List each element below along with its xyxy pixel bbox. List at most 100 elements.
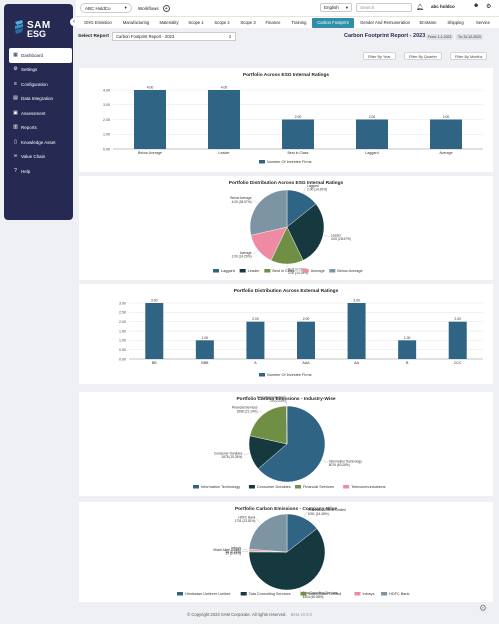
legend-label[interactable]: Hindustan Unilever Limited	[185, 592, 230, 596]
legend-label[interactable]: Number Of Investee Firms	[267, 373, 312, 377]
sidebar-item-dashboard[interactable]: ▦ Dashboard	[9, 48, 72, 63]
legend-label[interactable]: Best in Class	[272, 269, 294, 273]
brand-line1: SAM	[27, 20, 51, 31]
legend-label[interactable]: Laggard	[221, 269, 235, 273]
tab-materiality[interactable]: Materiality	[159, 20, 179, 25]
chevron-left-icon[interactable]: ‹	[70, 18, 78, 26]
report-select[interactable]: Carbon Footprint Report - 2023 ⇕	[112, 32, 236, 41]
filter-by-year-button[interactable]: Filter By Year	[363, 52, 396, 60]
tab-manufacturing[interactable]: Manufacturing	[122, 20, 150, 25]
bar[interactable]	[145, 303, 164, 359]
legend-label[interactable]: Average	[311, 269, 325, 273]
bar[interactable]	[347, 303, 366, 359]
legend-label[interactable]: Number Of Investee Firms	[267, 160, 312, 164]
sidebar-item-configuration[interactable]: ≡ Configuration	[9, 77, 72, 92]
pie-slice[interactable]	[286, 405, 288, 445]
user-name[interactable]: abc holdco	[431, 4, 455, 9]
legend-label[interactable]: Leader	[248, 269, 261, 273]
sidebar-item-settings[interactable]: ⚙ Settings	[9, 63, 72, 78]
pie-slice[interactable]	[249, 405, 288, 445]
bar[interactable]	[246, 321, 265, 359]
date-to-badge: To: 31-12-2023	[456, 34, 483, 40]
sidebar-item-knowledge-asset[interactable]: ▯ Knowledge Asset	[9, 135, 72, 150]
bar[interactable]	[282, 119, 314, 150]
bar[interactable]	[195, 340, 214, 359]
tab-gender-and-remuneration[interactable]: Gender And Remuneration	[360, 20, 410, 25]
legend-label[interactable]: HDFC Bank	[389, 592, 409, 596]
sidebar-item-label: Knowledge Asset	[21, 139, 56, 145]
x-tick-label: B	[406, 361, 409, 365]
report-bar: Select Report Carbon Footprint Report - …	[76, 31, 499, 44]
sidebar-item-data-integration[interactable]: ▤ Data Integration	[9, 92, 72, 107]
bar[interactable]	[134, 90, 166, 149]
slice-value: 29 (0.23%)	[270, 399, 286, 403]
sliders-icon: ≡	[14, 80, 17, 87]
bar[interactable]	[430, 119, 462, 150]
sidebar-item-value-chain[interactable]: ∞ Value Chain	[9, 150, 72, 165]
legend-label[interactable]: Consumer Durables	[257, 485, 291, 489]
slice-value: 1878 (15.35%)	[221, 455, 242, 459]
x-tick-label: AA	[354, 361, 359, 365]
search-input[interactable]: Search	[356, 3, 412, 12]
tab-shipping[interactable]: Shipping	[447, 20, 464, 25]
tab-scope-2[interactable]: Scope 2	[214, 20, 230, 25]
legend-label[interactable]: Below Average	[337, 269, 362, 273]
gear-icon[interactable]: ⚙	[486, 4, 492, 10]
legend-label[interactable]: Telecommunications	[351, 485, 385, 489]
legend-label[interactable]: Infosys	[362, 592, 374, 596]
company-selector[interactable]: ABC HoldCo ▾	[80, 3, 132, 13]
tab-finance[interactable]: Finance	[265, 20, 281, 25]
bell-icon[interactable]: 🔔︎	[416, 5, 424, 11]
bar[interactable]	[297, 321, 315, 359]
pie-slice[interactable]	[286, 203, 325, 261]
filter-by-months-button[interactable]: Filter By Months	[450, 52, 488, 60]
x-tick-label: Laggard	[365, 151, 378, 155]
data-label: 3.00	[353, 299, 360, 303]
pie-slice[interactable]	[249, 189, 288, 236]
support-icon[interactable]: ⚙	[478, 603, 488, 613]
user-icon[interactable]: ☻	[473, 3, 480, 9]
y-tick-label: 3.00	[119, 301, 126, 305]
slice-leader-line	[322, 460, 328, 463]
sidebar-item-reports[interactable]: ▥ Reports	[9, 121, 72, 136]
tab-scope-3[interactable]: Scope 3	[240, 20, 256, 25]
footer: © Copyright 2023 SAM Corporate. All righ…	[0, 612, 499, 617]
workflows-menu[interactable]: Workflows +	[138, 3, 170, 13]
tab-service[interactable]: Service	[476, 20, 490, 25]
chart-card-internal-ratings: Portfolio Across ESG Internal Ratings 0.…	[79, 68, 493, 172]
book-icon: ▯	[14, 138, 17, 145]
y-tick-label: 0.00	[119, 357, 126, 361]
tab-scope-1[interactable]: Scope 1	[188, 20, 204, 25]
sam-esg-logo[interactable]: SAM ESG	[14, 18, 54, 42]
chevron-down-icon: ▾	[124, 5, 127, 10]
slice-label: Telecommunications	[257, 396, 286, 400]
pie-slice[interactable]	[248, 528, 326, 591]
slice-label: Financial Services	[232, 406, 258, 410]
legend-label[interactable]: Financial Services	[303, 485, 334, 489]
pie-slice[interactable]	[248, 513, 288, 553]
language-select[interactable]: English ▾	[320, 3, 352, 12]
company-name: ABC HoldCo	[85, 5, 111, 11]
tab-training[interactable]: Training	[291, 20, 307, 25]
tab-emission[interactable]: Emission	[419, 20, 437, 25]
slice-leader-line	[252, 250, 258, 255]
pie-slice[interactable]	[257, 405, 326, 483]
bar[interactable]	[448, 321, 467, 359]
sidebar-item-assessment[interactable]: ▣ Assessment	[9, 106, 72, 121]
sidebar-item-help[interactable]: ? Help	[9, 164, 72, 179]
bar[interactable]	[356, 119, 388, 150]
tab-ghg-emission[interactable]: GHG Emission	[84, 20, 112, 25]
filter-by-quarter-button[interactable]: Filter By Quarter	[404, 52, 442, 60]
legend-label[interactable]: Tata Consulting Services	[249, 592, 291, 596]
legend-label[interactable]: Bharti Airtel Limited	[309, 592, 342, 596]
legend-label[interactable]: Information Technology	[201, 485, 240, 489]
plus-icon[interactable]: +	[162, 4, 170, 12]
legend-swatch	[295, 485, 302, 489]
date-from-badge: From: 1-1-2023	[426, 34, 454, 40]
y-tick-label: 2.00	[119, 320, 126, 324]
bar[interactable]	[208, 90, 240, 149]
bar[interactable]	[398, 340, 417, 359]
slice-label: Infosys	[231, 546, 242, 550]
data-label: 4.00	[221, 86, 228, 90]
tab-carbon-footprint[interactable]: Carbon Footprint	[312, 18, 354, 28]
